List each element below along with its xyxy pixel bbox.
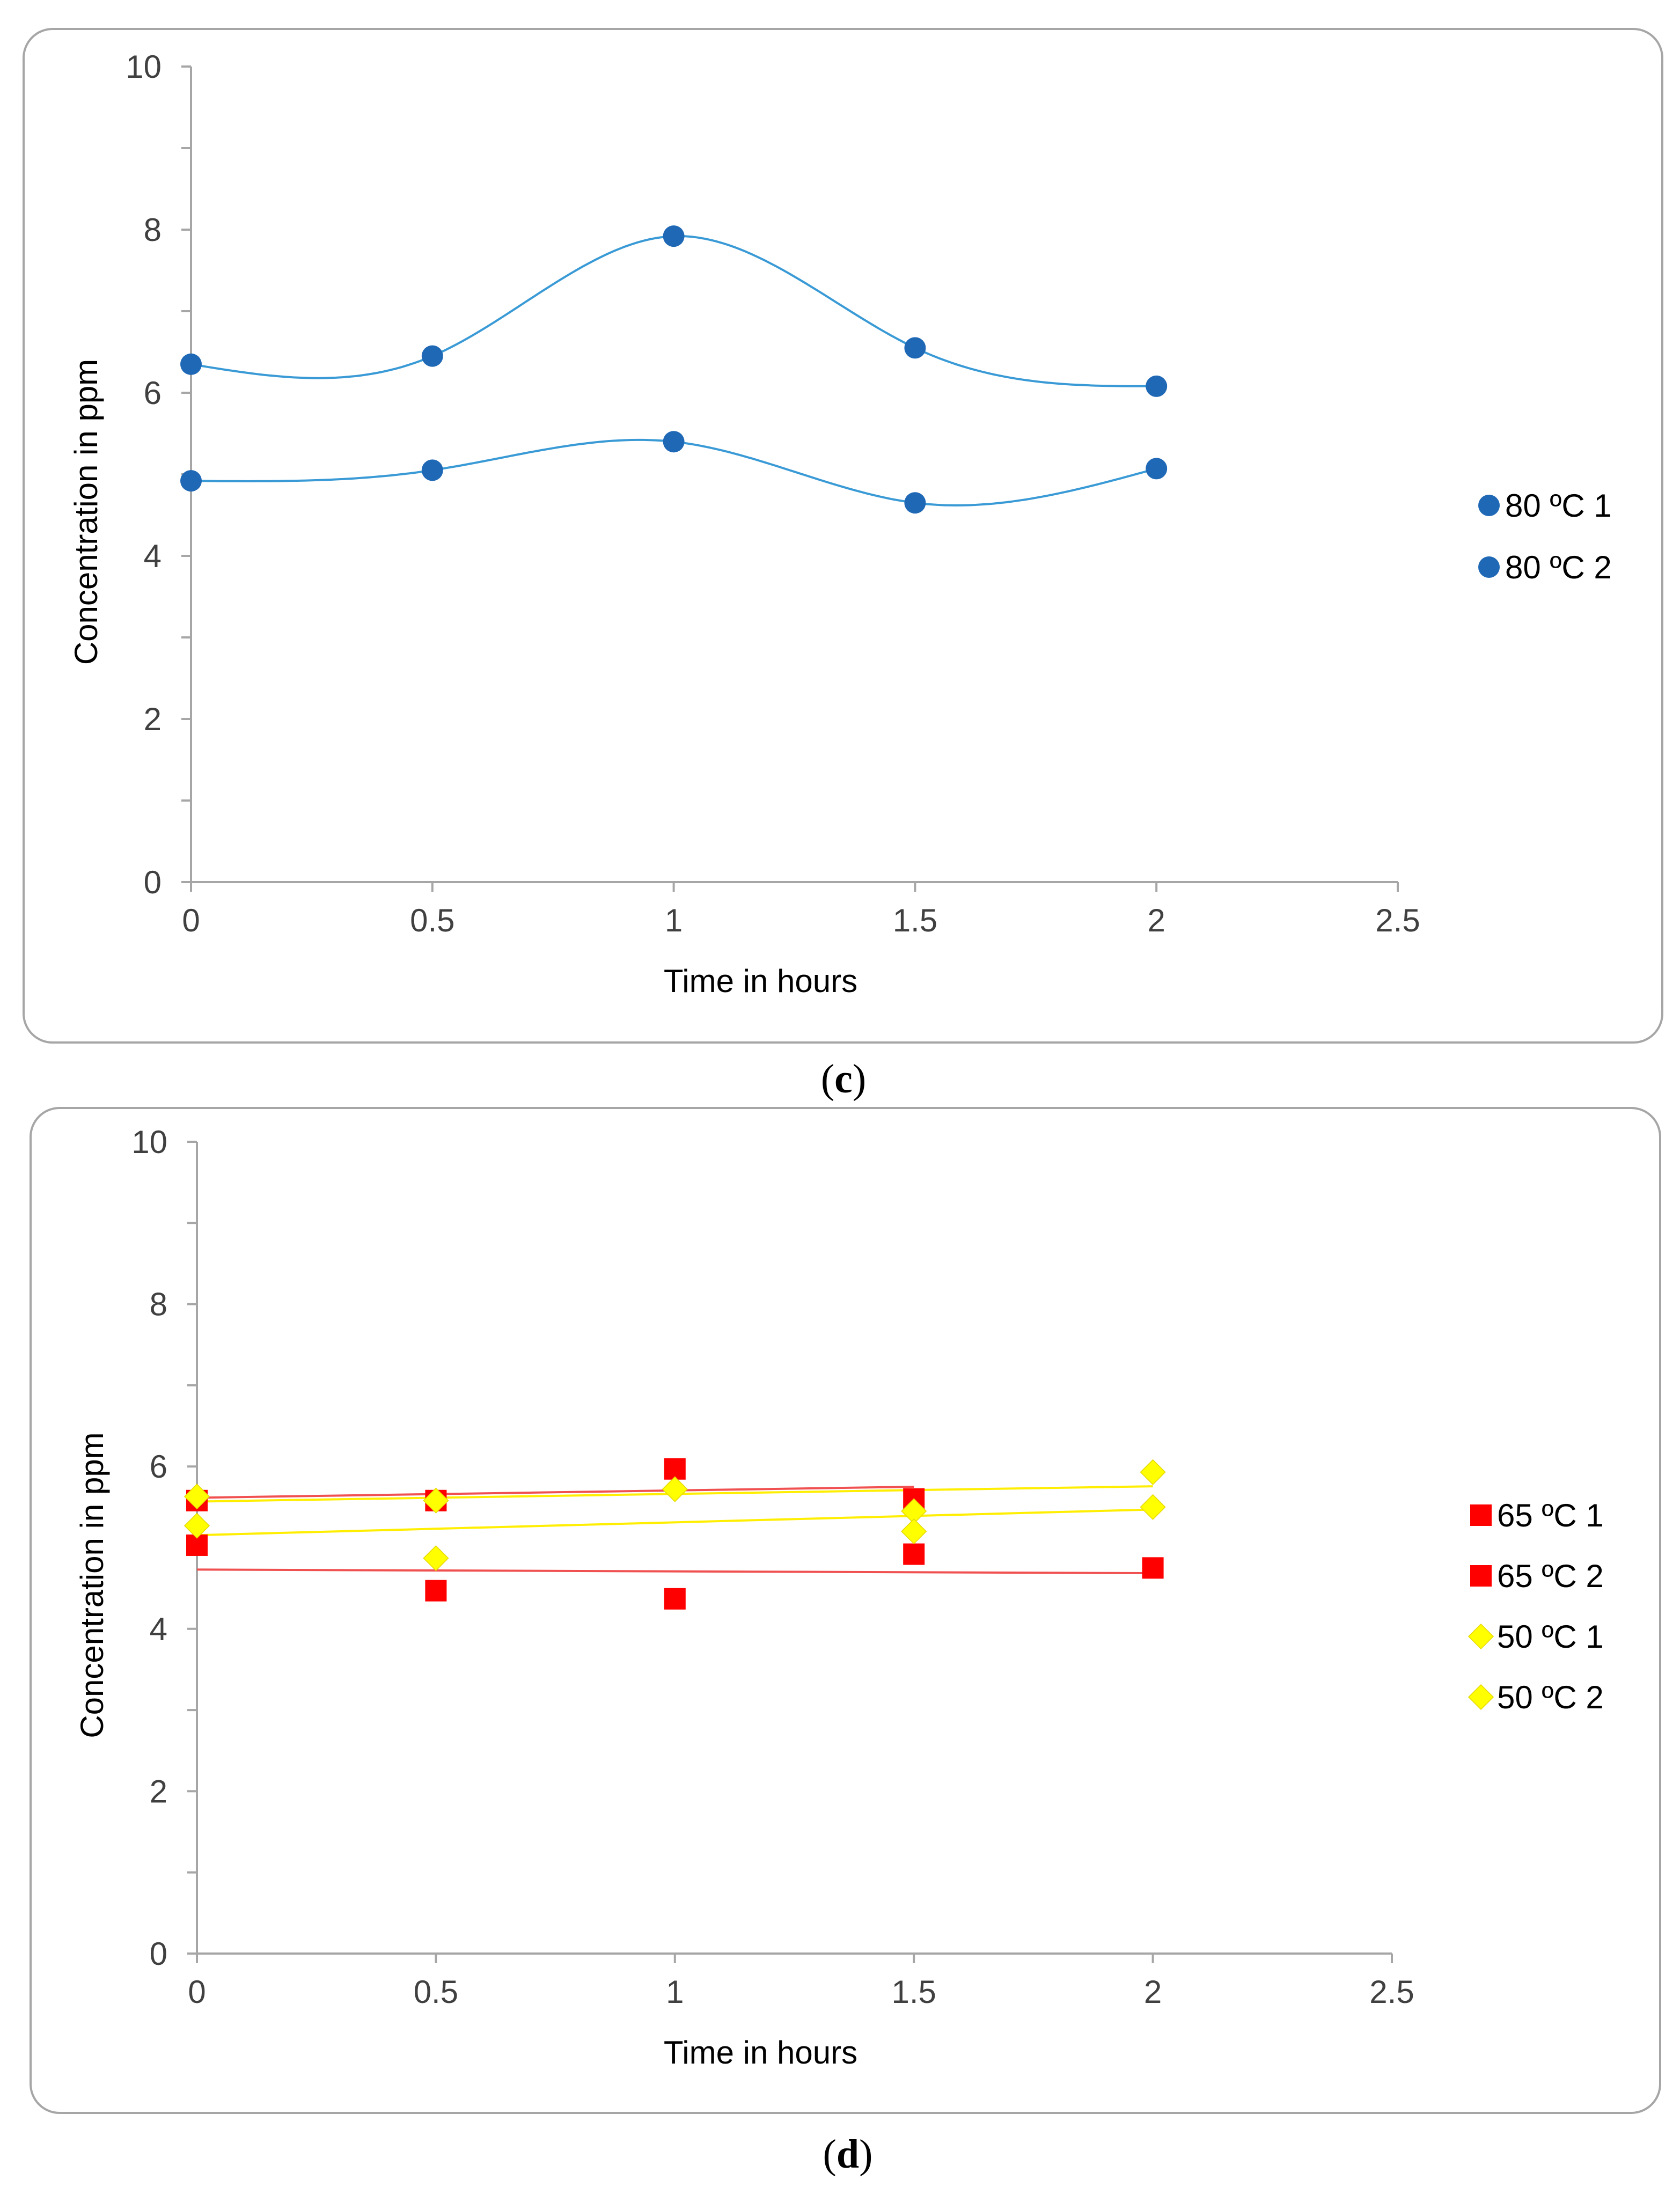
legend-label: 65 ºC 2 xyxy=(1497,1558,1604,1594)
data-point xyxy=(1140,1494,1166,1520)
data-point xyxy=(903,1543,925,1565)
x-tick-label: 1.5 xyxy=(893,902,937,938)
data-point xyxy=(421,459,443,481)
legend-label: 65 ºC 1 xyxy=(1497,1497,1604,1533)
trendline-0 xyxy=(196,1486,914,1499)
y-tick-label: 0 xyxy=(144,864,162,900)
x-tick-label: 2 xyxy=(1144,1974,1162,2010)
data-point xyxy=(663,225,685,247)
y-axis-title: Concentration in ppm xyxy=(74,1432,110,1738)
x-tick-label: 0.5 xyxy=(410,902,454,938)
data-point xyxy=(664,1458,686,1480)
x-tick-label: 2 xyxy=(1148,902,1165,938)
data-point xyxy=(1146,458,1168,480)
data-point xyxy=(1146,375,1168,397)
y-tick-label: 6 xyxy=(144,375,162,411)
y-tick-label: 4 xyxy=(144,538,162,574)
data-point xyxy=(180,470,202,492)
panel-caption-c: (c) xyxy=(820,1056,867,1102)
data-point xyxy=(423,1545,449,1572)
legend-marker xyxy=(1468,1684,1494,1711)
legend-marker xyxy=(1478,495,1500,516)
data-point xyxy=(184,1484,210,1510)
legend-marker xyxy=(1470,1504,1492,1526)
data-point xyxy=(180,353,202,375)
y-tick-label: 2 xyxy=(144,701,162,737)
panel-caption-d: (d) xyxy=(823,2132,873,2177)
x-tick-label: 0 xyxy=(182,902,200,938)
data-point xyxy=(904,337,926,359)
data-point xyxy=(664,1588,686,1610)
y-tick-label: 10 xyxy=(131,1124,167,1160)
data-point xyxy=(1140,1459,1166,1485)
legend-label: 50 ºC 1 xyxy=(1497,1619,1604,1655)
chart-panel-c-frame xyxy=(23,28,1663,1044)
legend-label: 80 ºC 2 xyxy=(1505,549,1612,585)
x-tick-label: 1.5 xyxy=(891,1974,936,2010)
data-point xyxy=(423,1487,449,1514)
y-tick-label: 8 xyxy=(150,1287,167,1323)
chart-1: 0 2 4 6 8 10 0 0.5 1 1.5 2 2.5 Time in hours Concentr… xyxy=(74,1124,1604,2071)
trendline-3 xyxy=(196,1508,1153,1537)
x-tick-label: 2.5 xyxy=(1375,902,1420,938)
data-point xyxy=(184,1513,210,1539)
x-tick-label: 0 xyxy=(188,1974,206,2010)
x-tick-label: 1 xyxy=(665,902,683,938)
data-point xyxy=(425,1580,447,1602)
y-tick-label: 8 xyxy=(144,212,162,248)
x-tick-label: 1 xyxy=(666,1974,684,2010)
data-point xyxy=(904,492,926,514)
data-point xyxy=(662,1476,688,1502)
x-tick-label: 0.5 xyxy=(414,1974,458,2010)
y-tick-label: 0 xyxy=(150,1936,167,1972)
legend-label: 50 ºC 2 xyxy=(1497,1679,1604,1715)
y-tick-label: 6 xyxy=(150,1449,167,1485)
x-axis-title: Time in hours xyxy=(664,963,857,999)
data-point xyxy=(421,345,443,367)
y-tick-label: 2 xyxy=(150,1773,167,1809)
y-tick-label: 4 xyxy=(150,1611,167,1647)
y-axis-title: Concentration in ppm xyxy=(68,359,104,665)
data-point xyxy=(663,431,685,453)
y-tick-label: 10 xyxy=(126,49,162,85)
x-tick-label: 2.5 xyxy=(1369,1974,1414,2010)
legend-marker xyxy=(1468,1623,1494,1650)
legend-marker xyxy=(1470,1565,1492,1587)
data-point xyxy=(1142,1557,1164,1579)
legend-marker xyxy=(1478,556,1500,578)
x-axis-title: Time in hours xyxy=(664,2035,857,2071)
legend-label: 80 ºC 1 xyxy=(1505,488,1612,524)
data-point xyxy=(901,1518,927,1545)
trendline-0 xyxy=(190,234,1157,387)
chart-0: 0 2 4 6 8 10 0 0.5 1 1.5 2 2.5 Time in hours Concentr… xyxy=(68,49,1612,999)
chart-panel-d-frame xyxy=(30,1107,1661,2114)
trendline-1 xyxy=(196,1568,1153,1575)
